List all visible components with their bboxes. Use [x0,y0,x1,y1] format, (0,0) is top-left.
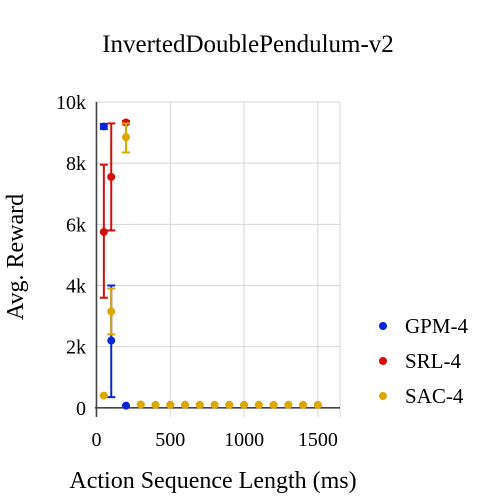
data-point [121,401,130,410]
y-tick-label: 10k [56,92,86,114]
data-point [240,400,249,409]
data-point [151,400,160,409]
x-tick-label: 1000 [224,429,264,451]
x-axis-label: Action Sequence Length (ms) [69,468,356,494]
data-point [136,400,145,409]
data-point [313,400,322,409]
data-point [181,400,190,409]
data-point [195,400,204,409]
data-point [121,133,130,142]
data-point [99,391,108,400]
legend-marker [379,357,387,365]
data-point [166,400,175,409]
y-tick-label: 2k [66,337,86,359]
data-point [269,400,278,409]
legend-label: SAC-4 [405,384,464,408]
legend-label: GPM-4 [405,314,469,338]
data-point [225,400,234,409]
x-tick-label: 0 [91,429,101,451]
data-point [99,122,108,131]
y-axis-label: Avg. Reward [3,194,29,320]
axes: 0 2k 4k 6k 8k 10k 0 500 1000 1500 [56,92,340,451]
data-point [254,400,263,409]
y-tick-label: 0 [76,398,86,420]
y-tick-label: 8k [66,153,86,175]
data-point [107,172,116,181]
y-tick-label: 6k [66,214,86,236]
x-tick-label: 500 [155,429,185,451]
data-point [107,307,116,316]
legend-marker [379,322,387,330]
data-point [210,400,219,409]
series-srl-4 [99,118,130,299]
series-sac-4 [99,122,322,409]
grid [95,101,341,417]
plot-area [99,118,322,410]
y-tick-label: 4k [66,275,86,297]
x-tick-label: 1500 [298,429,338,451]
legend-marker [379,392,387,400]
data-point [284,400,293,409]
data-point [299,400,308,409]
data-point [99,227,108,236]
legend: GPM-4 SRL-4 SAC-4 [379,314,469,408]
legend-label: SRL-4 [405,349,462,373]
data-point [107,336,116,345]
chart-title: InvertedDoublePendulum-v2 [102,31,394,58]
